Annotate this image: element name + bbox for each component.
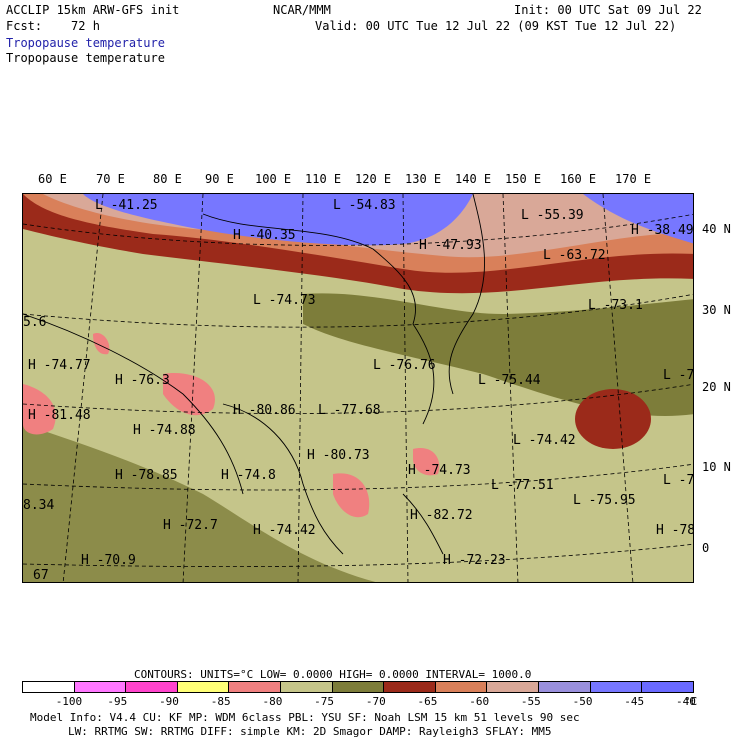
colorbar-unit: °C	[684, 695, 698, 708]
colorbar-label: -65	[417, 695, 438, 708]
institution-label: NCAR/MMM	[273, 3, 331, 17]
colorbar-label: -45	[624, 695, 645, 708]
tropopause-temperature-map: L -41.25 L -54.83 L -55.39 H -40.35 H -47.93…	[22, 193, 694, 583]
colorbar-label: -85	[210, 695, 231, 708]
low-label: L -75.95	[573, 493, 636, 508]
colorbar-label: -80	[262, 695, 283, 708]
colorbar-swatch	[435, 682, 488, 692]
colorbar-label: -55	[520, 695, 541, 708]
colorbar-label: -75	[314, 695, 335, 708]
low-label: L -74.	[663, 368, 694, 383]
valid-time: Valid: 00 UTC Tue 12 Jul 22 (09 KST Tue …	[315, 19, 677, 33]
high-label: H -40.35	[233, 228, 296, 243]
high-label: H -47.93	[419, 238, 482, 253]
latitude-tick: 10 N	[702, 460, 731, 474]
colorbar-swatch	[23, 682, 75, 692]
colorbar-swatch	[177, 682, 230, 692]
low-label: L -54.83	[333, 198, 396, 213]
colorbar-label: -90	[159, 695, 179, 708]
colorbar-swatch	[590, 682, 643, 692]
colorbar-swatch	[642, 682, 693, 692]
longitude-tick: 110 E	[305, 172, 342, 186]
high-label: H -74.8	[221, 468, 276, 483]
high-label: H -74.42	[253, 523, 316, 538]
longitude-tick: 130 E	[405, 172, 442, 186]
low-label: L -55.39	[521, 208, 584, 223]
longitude-tick: 80 E	[153, 172, 182, 186]
high-label: H -76.3	[115, 373, 170, 388]
low-label: L -73.1	[588, 298, 643, 313]
map-field	[23, 194, 693, 582]
low-label: L -74.42	[513, 433, 576, 448]
low-label: L -63.72	[543, 248, 606, 263]
field-title-contour: Tropopause temperature	[6, 51, 165, 65]
colorbar-swatch	[539, 682, 591, 692]
colorbar-label: -70	[365, 695, 386, 708]
high-label: H -82.72	[410, 508, 473, 523]
colorbar-swatch	[487, 682, 540, 692]
high-label: H -70.9	[81, 553, 136, 568]
low-label: L -79.	[663, 473, 694, 488]
high-label: H -80.73	[307, 448, 370, 463]
contour-info: CONTOURS: UNITS=°C LOW= 0.0000 HIGH= 0.0…	[134, 668, 532, 681]
colorbar-label: -100	[55, 695, 83, 708]
latitude-tick: 20 N	[702, 380, 731, 394]
value-label: 5.6	[23, 315, 47, 330]
longitude-tick: 100 E	[255, 172, 292, 186]
forecast-hour-label: Fcst: 72 h	[6, 19, 100, 33]
colorbar-swatch	[229, 682, 282, 692]
high-label: H -74.88	[133, 423, 196, 438]
low-label: L -77.51	[491, 478, 554, 493]
low-label: L -76.76	[373, 358, 436, 373]
low-label: L -75.44	[478, 373, 541, 388]
colorbar-swatch	[126, 682, 178, 692]
longitude-tick: 70 E	[96, 172, 125, 186]
high-label: H -80.86	[233, 403, 296, 418]
high-label: H -74.77	[28, 358, 91, 373]
high-label: H -74.73	[408, 463, 471, 478]
colorbar-label: -60	[469, 695, 490, 708]
longitude-tick: 120 E	[355, 172, 392, 186]
latitude-tick: 40 N	[702, 222, 731, 236]
longitude-tick: 160 E	[560, 172, 597, 186]
longitude-tick: 140 E	[455, 172, 492, 186]
value-label: 8.34	[23, 498, 55, 513]
colorbar-label: -50	[572, 695, 593, 708]
colorbar-swatch	[74, 682, 127, 692]
init-time: Init: 00 UTC Sat 09 Jul 22	[514, 3, 702, 17]
longitude-tick: 90 E	[205, 172, 234, 186]
high-label: H -72.7	[163, 518, 218, 533]
longitude-tick: 150 E	[505, 172, 542, 186]
high-label: H -81.48	[28, 408, 91, 423]
low-label: L -77.68	[318, 403, 381, 418]
high-label: H -38.49	[631, 223, 694, 238]
high-label: H -78.	[656, 523, 693, 538]
value-label: 67	[33, 568, 49, 583]
model-info-line1: Model Info: V4.4 CU: KF MP: WDM 6class P…	[30, 711, 580, 724]
longitude-tick: 60 E	[38, 172, 67, 186]
high-label: H -78.85	[115, 468, 178, 483]
colorbar-swatch	[332, 682, 385, 692]
colorbar-swatch	[281, 682, 333, 692]
low-label: L -74.73	[253, 293, 316, 308]
colorbar-swatch	[384, 682, 436, 692]
field-title-shaded: Tropopause temperature	[6, 36, 165, 50]
high-label: H -72.23	[443, 553, 506, 568]
colorbar	[22, 681, 694, 693]
colorbar-label: -95	[107, 695, 128, 708]
colorbar-label: -40	[676, 695, 696, 708]
longitude-tick: 170 E	[615, 172, 652, 186]
model-title: ACCLIP 15km ARW-GFS init	[6, 3, 180, 17]
model-info-line2: LW: RRTMG SW: RRTMG DIFF: simple KM: 2D …	[68, 725, 552, 738]
low-label: L -41.25	[95, 198, 158, 213]
latitude-tick: 30 N	[702, 303, 731, 317]
latitude-tick: 0	[702, 541, 710, 555]
